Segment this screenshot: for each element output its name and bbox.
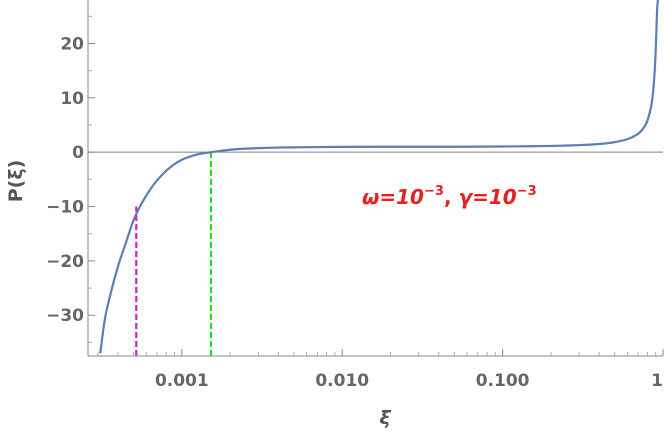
y-tick-label: 10 (60, 89, 84, 109)
series-layer (99, 0, 660, 354)
ticks: 0.001 0.010 0.100 1 20 10 0 −10 −20 −30 (46, 15, 664, 391)
y-tick-label: −20 (46, 252, 84, 272)
omega-label: ω=10 (362, 185, 424, 209)
series-line-0 (99, 0, 660, 354)
x-axis-label: ξ (379, 407, 391, 429)
annotation-separator: , (444, 185, 459, 209)
y-axis-label: P(ξ) (5, 160, 27, 203)
y-tick-label: 20 (60, 34, 84, 54)
x-tick-label: 1 (651, 371, 663, 391)
omega-exponent: −3 (424, 184, 444, 199)
axes-frame (87, 0, 663, 357)
y-tick-label: 0 (72, 143, 84, 163)
gamma-exponent: −3 (517, 184, 537, 199)
y-tick-label: −10 (46, 198, 84, 218)
parameter-annotation: ω=10−3, γ=10−3 (362, 184, 537, 209)
reference-lines (88, 151, 663, 356)
gamma-label: γ=10 (459, 185, 517, 209)
x-tick-label: 0.100 (476, 371, 530, 391)
x-tick-label: 0.001 (155, 371, 209, 391)
x-tick-label: 0.010 (315, 371, 369, 391)
y-tick-label: −30 (46, 306, 84, 326)
